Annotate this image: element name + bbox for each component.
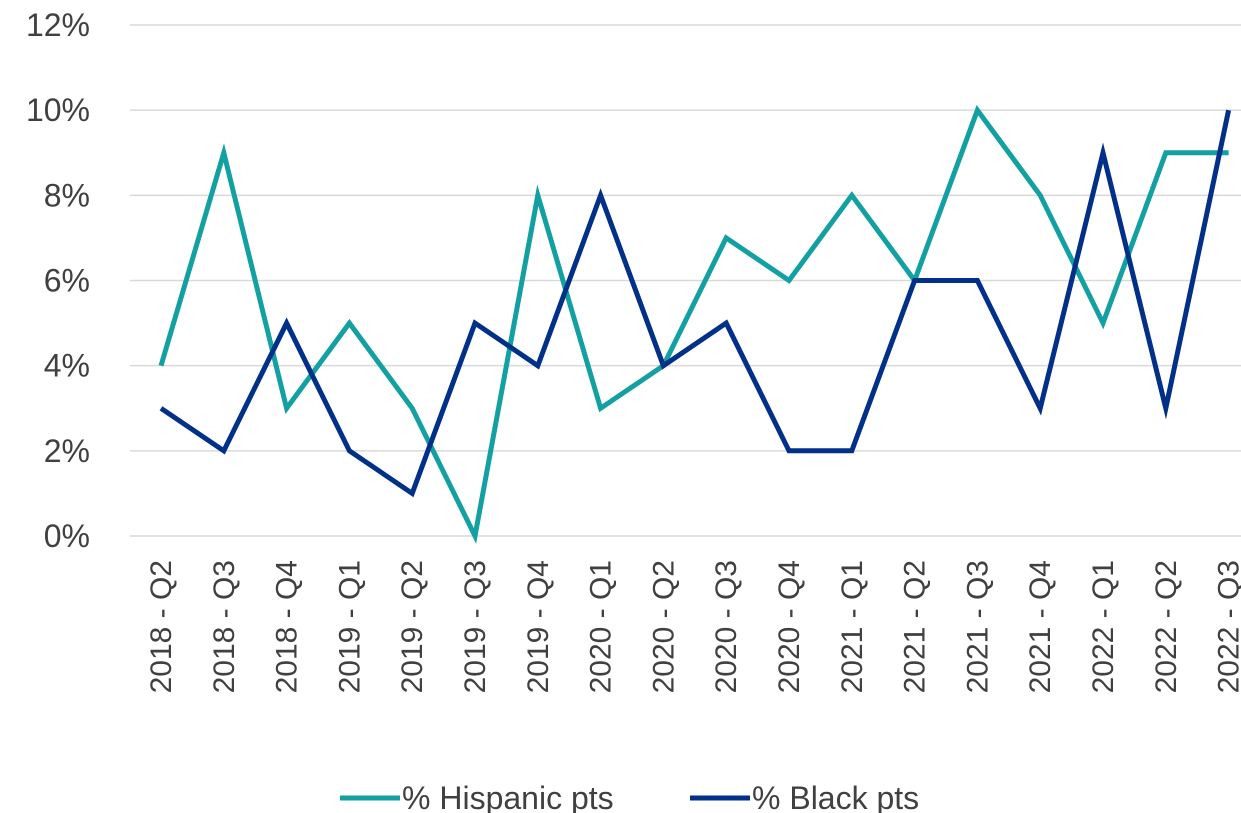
x-tick-label: 2021 - Q1	[836, 560, 869, 693]
y-tick-label: 6%	[44, 263, 90, 299]
y-axis-tick-labels: 0% 2% 4% 6% 8% 10% 12%	[26, 7, 90, 554]
y-tick-label: 0%	[44, 518, 90, 554]
x-tick-label: 2022 - Q1	[1087, 560, 1120, 693]
x-axis-tick-labels: 2018 - Q2 2018 - Q3 2018 - Q4 2019 - Q1 2019…	[145, 560, 1241, 693]
series-lines	[158, 104, 1232, 544]
x-tick-label: 2019 - Q3	[459, 560, 492, 693]
x-tick-label: 2020 - Q4	[773, 560, 806, 693]
x-tick-label: 2021 - Q2	[899, 560, 932, 693]
x-tick-label: 2021 - Q4	[1024, 560, 1057, 693]
x-tick-label: 2018 - Q2	[145, 560, 178, 693]
y-tick-label: 4%	[44, 348, 90, 384]
y-tick-label: 8%	[44, 177, 90, 213]
x-tick-label: 2020 - Q3	[710, 560, 743, 693]
x-tick-label: 2020 - Q1	[585, 560, 618, 693]
y-tick-label: 12%	[26, 7, 90, 43]
x-tick-label: 2022 - Q3	[1213, 560, 1241, 693]
legend: % Hispanic pts % Black pts	[340, 780, 919, 813]
legend-label-0: % Hispanic pts	[402, 780, 614, 813]
x-tick-label: 2020 - Q2	[647, 560, 680, 693]
x-tick-label: 2018 - Q3	[208, 560, 241, 693]
gridlines	[130, 24, 1241, 452]
x-tick-label: 2019 - Q4	[522, 560, 555, 693]
x-tick-label: 2019 - Q1	[333, 560, 366, 693]
x-tick-label: 2022 - Q2	[1150, 560, 1183, 693]
series-line-0	[158, 104, 1229, 544]
legend-label-1: % Black pts	[752, 780, 919, 813]
y-tick-label: 2%	[44, 433, 90, 469]
x-tick-label: 2019 - Q2	[396, 560, 429, 693]
y-tick-label: 10%	[26, 92, 90, 128]
x-tick-label: 2018 - Q4	[271, 560, 304, 693]
series-line-1	[159, 109, 1232, 498]
x-tick-label: 2021 - Q3	[961, 560, 994, 693]
